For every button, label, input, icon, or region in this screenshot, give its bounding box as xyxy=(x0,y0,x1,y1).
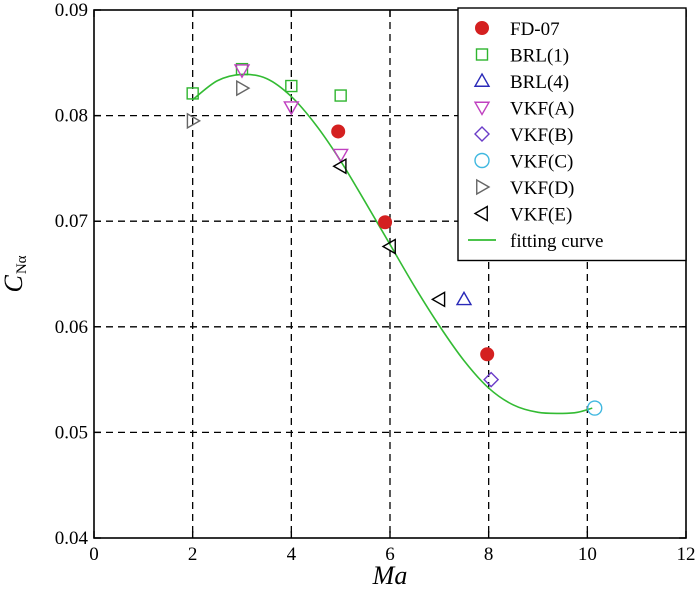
fitting-curve-layer xyxy=(192,73,593,415)
x-tick-label: 8 xyxy=(484,544,494,565)
y-tick-label: 0.04 xyxy=(55,528,89,549)
x-tick-label: 4 xyxy=(287,544,297,565)
legend-label: FD-07 xyxy=(510,19,560,40)
legend-label: VKF(E) xyxy=(510,205,572,226)
series-brl-1 xyxy=(186,62,347,102)
data-point-brl-4 xyxy=(455,290,473,306)
legend-item-vkf-d: VKF(D) xyxy=(476,178,574,199)
data-point-vkf-e xyxy=(381,238,396,255)
legend-marker-vkf-e xyxy=(473,205,488,222)
legend-marker-vkf-a xyxy=(473,101,491,116)
data-point-brl-1 xyxy=(285,79,298,93)
y-axis-label: CNα xyxy=(0,255,30,292)
legend-marker-brl-4 xyxy=(473,72,491,87)
x-tick-label: 10 xyxy=(578,544,597,565)
marker-layer xyxy=(186,62,603,416)
x-tick-label: 0 xyxy=(89,544,99,565)
legend-marker-fd-07 xyxy=(475,21,489,35)
x-tick-label: 12 xyxy=(677,544,696,565)
data-point-vkf-b xyxy=(483,371,500,388)
legend-marker-brl-1 xyxy=(475,48,489,61)
series-brl-4 xyxy=(455,290,473,306)
y-tick-label: 0.06 xyxy=(55,317,88,338)
data-point-vkf-a xyxy=(233,64,251,79)
y-tick-label: 0.05 xyxy=(55,422,88,443)
y-tick-label: 0.08 xyxy=(55,106,88,127)
x-axis-label: Ma xyxy=(372,561,408,590)
series-fd-07 xyxy=(331,124,495,362)
data-point-brl-1 xyxy=(186,87,199,100)
x-tick-label: 2 xyxy=(188,544,198,565)
data-point-vkf-e xyxy=(332,158,347,175)
legend-label: BRL(4) xyxy=(510,72,569,93)
legend-marker-vkf-d xyxy=(476,178,491,196)
data-point-vkf-a xyxy=(283,101,300,116)
legend-label: VKF(B) xyxy=(510,125,573,146)
y-tick-label: 0.09 xyxy=(55,0,88,21)
data-point-brl-1 xyxy=(235,62,249,76)
legend-label: fitting curve xyxy=(510,231,603,252)
data-point-vkf-d xyxy=(186,112,202,130)
legend-item-fd-07: FD-07 xyxy=(475,19,560,40)
legend-item-vkf-a: VKF(A) xyxy=(473,99,574,120)
data-point-fd-07 xyxy=(331,124,346,139)
y-tick-label: 0.07 xyxy=(55,211,88,232)
legend-label: BRL(1) xyxy=(510,46,569,67)
series-vkf-d xyxy=(186,79,251,130)
series-vkf-b xyxy=(483,371,500,388)
data-point-vkf-c xyxy=(587,400,603,416)
series-vkf-c xyxy=(587,400,603,416)
data-point-brl-1 xyxy=(334,89,347,102)
legend-item-brl-1: BRL(1) xyxy=(475,46,569,67)
tick-layer: 0 2 4 6 8 10 12 0.04 0.05 0.06 0.07 0.08 0.09 xyxy=(55,0,696,565)
legend: FD-07 BRL(1) BRL(4) VKF(A) VKF(B) VKF(C) VKF(D… xyxy=(457,7,687,262)
legend-item-fitting-curve: fitting curve xyxy=(468,231,603,252)
series-vkf-e xyxy=(332,158,446,308)
y-axis-label-subscript: Nα xyxy=(14,255,30,274)
data-point-fd-07 xyxy=(378,215,393,230)
legend-marker-vkf-c xyxy=(474,152,490,169)
axis-label-layer: Ma CNα xyxy=(0,255,407,590)
y-axis-label-main: C xyxy=(0,275,28,293)
legend-label: VKF(D) xyxy=(510,178,574,199)
data-point-vkf-a xyxy=(332,148,349,164)
legend-item-vkf-c: VKF(C) xyxy=(474,152,573,173)
legend-label: VKF(A) xyxy=(510,99,574,120)
series-vkf-a xyxy=(233,64,349,164)
legend-label: VKF(C) xyxy=(510,152,573,173)
legend-item-brl-4: BRL(4) xyxy=(473,72,569,93)
legend-box xyxy=(457,7,687,262)
x-tick-label: 6 xyxy=(385,544,395,565)
legend-item-vkf-e: VKF(E) xyxy=(473,205,572,226)
data-point-vkf-e xyxy=(430,291,446,308)
legend-item-vkf-b: VKF(B) xyxy=(474,125,573,146)
series-fitting-curve xyxy=(192,73,593,415)
data-point-fd-07 xyxy=(480,347,495,362)
legend-marker-vkf-b xyxy=(474,126,490,142)
data-point-vkf-d xyxy=(236,79,251,97)
